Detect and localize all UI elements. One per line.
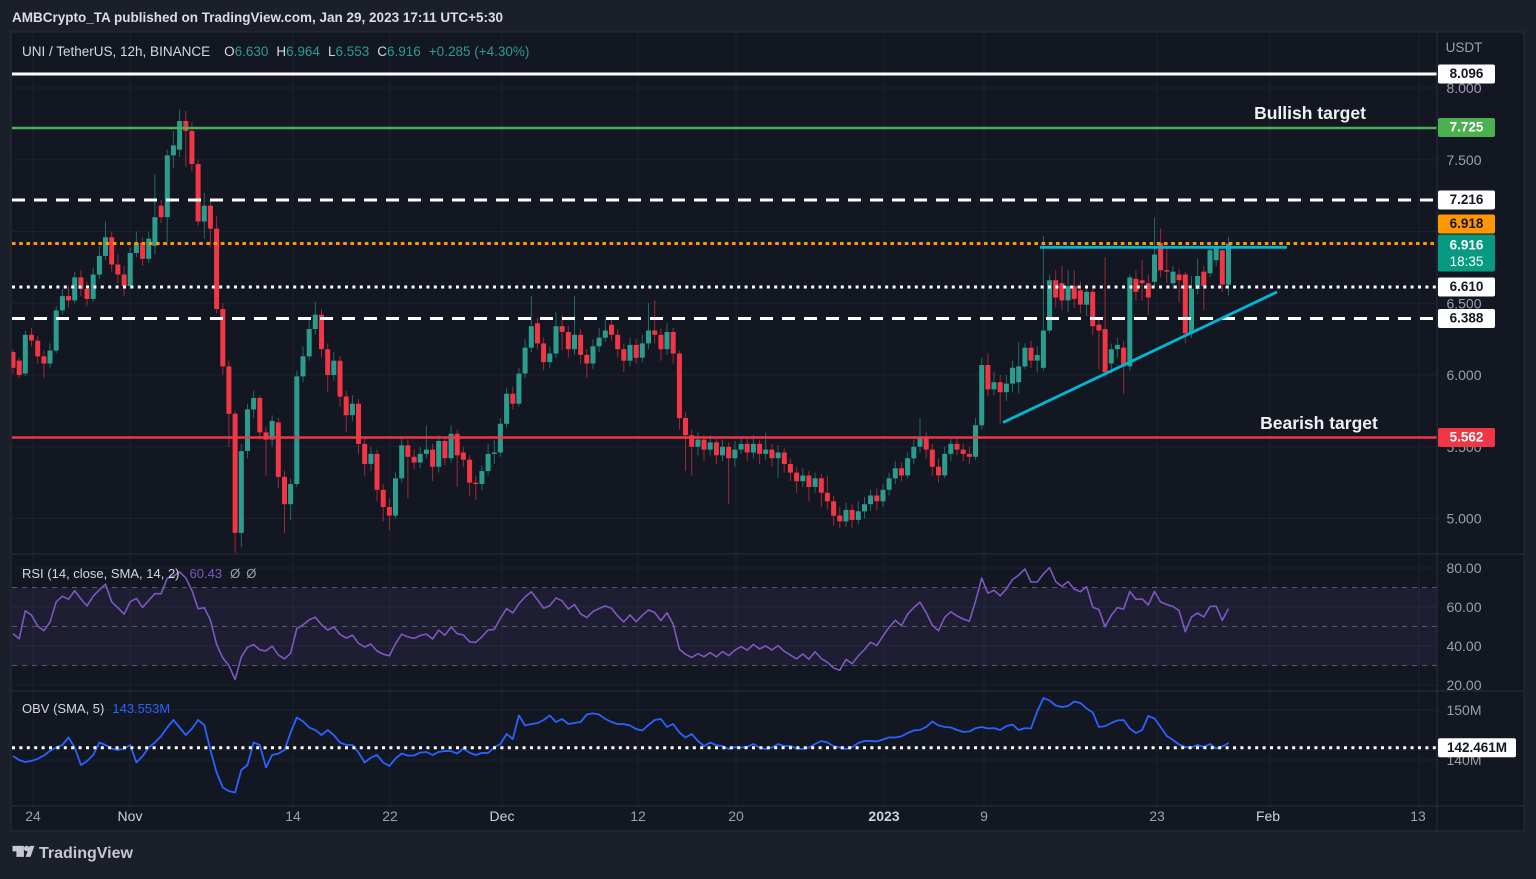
svg-text:USDT: USDT — [1446, 40, 1483, 55]
svg-text:Nov: Nov — [118, 808, 143, 824]
svg-text:12: 12 — [630, 808, 646, 824]
svg-text:60.00: 60.00 — [1446, 599, 1481, 615]
svg-text:20: 20 — [728, 808, 744, 824]
svg-text:Dec: Dec — [490, 808, 515, 824]
svg-text:7.725: 7.725 — [1450, 120, 1484, 135]
svg-text:OBV (SMA, 5)143.553M: OBV (SMA, 5) 143.553M — [22, 701, 170, 716]
svg-text:6.500: 6.500 — [1446, 295, 1481, 311]
svg-text:5.000: 5.000 — [1446, 511, 1481, 527]
svg-text:20.00: 20.00 — [1446, 677, 1481, 693]
svg-text:24: 24 — [25, 808, 41, 824]
svg-text:6.388: 6.388 — [1450, 311, 1484, 326]
svg-text:TradingView: TradingView — [39, 845, 134, 862]
svg-text:22: 22 — [382, 808, 398, 824]
svg-text:7.216: 7.216 — [1450, 192, 1484, 207]
svg-text:13: 13 — [1410, 808, 1426, 824]
svg-text:14: 14 — [285, 808, 301, 824]
svg-text:6.918: 6.918 — [1450, 216, 1484, 231]
svg-text:150M: 150M — [1446, 702, 1481, 718]
svg-text:18:35: 18:35 — [1450, 254, 1484, 269]
svg-text:7.500: 7.500 — [1446, 152, 1481, 168]
svg-text:8.096: 8.096 — [1450, 66, 1484, 81]
svg-text:Bullish target: Bullish target — [1254, 103, 1366, 123]
svg-text:142.461M: 142.461M — [1447, 740, 1507, 755]
svg-text:Feb: Feb — [1256, 808, 1280, 824]
svg-text:80.00: 80.00 — [1446, 560, 1481, 576]
svg-text:8.000: 8.000 — [1446, 80, 1481, 96]
svg-text:RSI (14, close, SMA, 14, 2)60.: RSI (14, close, SMA, 14, 2) 60.43 Ø Ø — [22, 566, 256, 581]
svg-text:Bearish target: Bearish target — [1260, 413, 1378, 433]
svg-text:23: 23 — [1149, 808, 1165, 824]
svg-text:2023: 2023 — [868, 808, 899, 824]
svg-text:AMBCrypto_TA published on Trad: AMBCrypto_TA published on TradingView.co… — [12, 10, 503, 25]
svg-text:6.916: 6.916 — [1450, 238, 1484, 253]
svg-text:6.000: 6.000 — [1446, 367, 1481, 383]
svg-text:6.610: 6.610 — [1450, 279, 1484, 294]
svg-text:40.00: 40.00 — [1446, 638, 1481, 654]
svg-text:5.562: 5.562 — [1450, 430, 1484, 445]
svg-text:9: 9 — [980, 808, 988, 824]
